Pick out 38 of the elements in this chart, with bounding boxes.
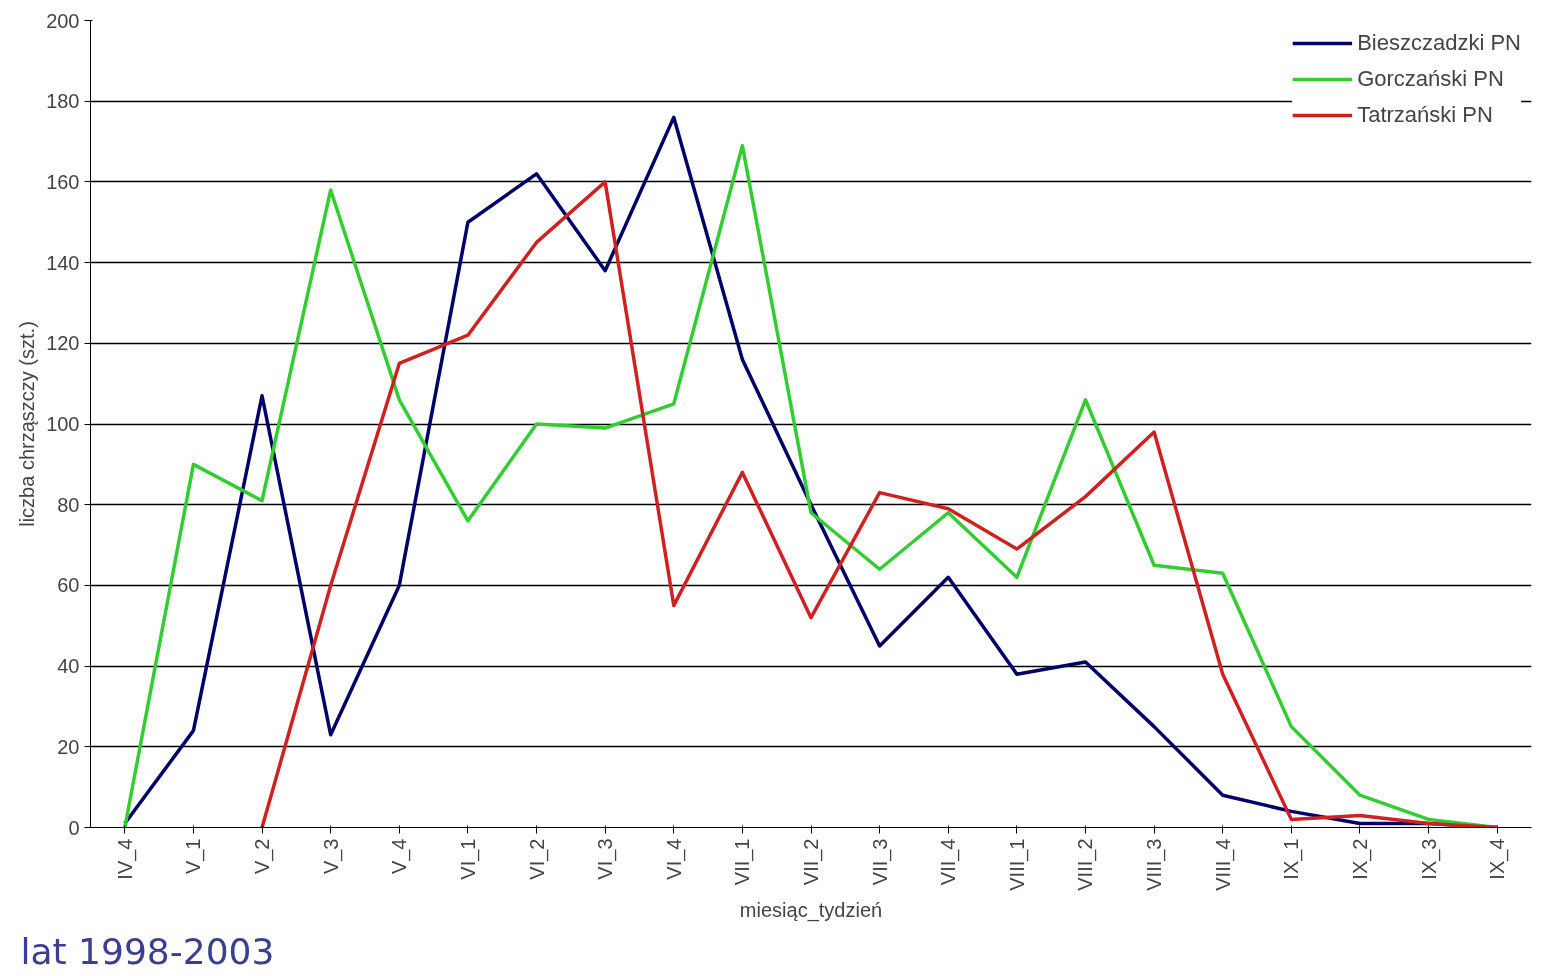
y-tick-label: 160 — [46, 170, 80, 193]
y-tick-label: 140 — [46, 251, 80, 274]
x-tick-label: VII_1 — [731, 838, 755, 886]
x-axis-title: miesiąc_tydzień — [739, 898, 883, 922]
x-tick-label: VIII_1 — [1005, 838, 1029, 891]
x-tick-label: VII_2 — [800, 838, 823, 886]
legend-label: Gorczański PN — [1357, 66, 1504, 92]
x-tick-label: IX_4 — [1486, 838, 1510, 880]
y-tick-label: 100 — [46, 413, 80, 435]
y-tick-label: 180 — [46, 90, 80, 113]
y-tick-label: 40 — [57, 655, 80, 678]
x-tick-label: V_3 — [319, 838, 343, 875]
y-tick-label: 80 — [57, 493, 80, 516]
x-tick-label: VIII_4 — [1211, 838, 1235, 891]
y-tick-label: 0 — [68, 816, 80, 839]
x-tick-label: IV_4 — [113, 838, 137, 880]
x-tick-label: VII_4 — [937, 838, 961, 886]
x-tick-label: V_2 — [251, 838, 275, 875]
y-axis-title: liczba chrząszczy (szt.) — [16, 321, 39, 527]
x-tick-label: VI_3 — [594, 838, 618, 880]
y-tick-label: 20 — [57, 735, 80, 758]
x-tick-label: VI_2 — [525, 838, 549, 880]
text: lat 1998-2003 — [20, 930, 275, 972]
x-tick-label: V_1 — [182, 838, 206, 875]
y-tick-label: 60 — [57, 574, 80, 597]
x-tick-label: VIII_3 — [1143, 838, 1167, 891]
x-tick-label: IX_2 — [1348, 838, 1372, 880]
y-tick-label: 200 — [46, 9, 80, 32]
x-tick-label: IX_3 — [1417, 838, 1441, 880]
x-tick-label: VI_1 — [456, 838, 480, 880]
x-tick-label: IX_1 — [1280, 838, 1304, 880]
legend-label: Bieszczadzki PN — [1357, 30, 1521, 56]
legend-label: Tatrzański PN — [1357, 102, 1493, 128]
y-tick-label: 120 — [46, 332, 80, 355]
x-tick-label: VI_4 — [662, 838, 686, 880]
x-tick-label: V_4 — [388, 838, 412, 875]
x-tick-label: VIII_2 — [1074, 838, 1098, 891]
x-tick-label: VII_3 — [868, 838, 892, 886]
